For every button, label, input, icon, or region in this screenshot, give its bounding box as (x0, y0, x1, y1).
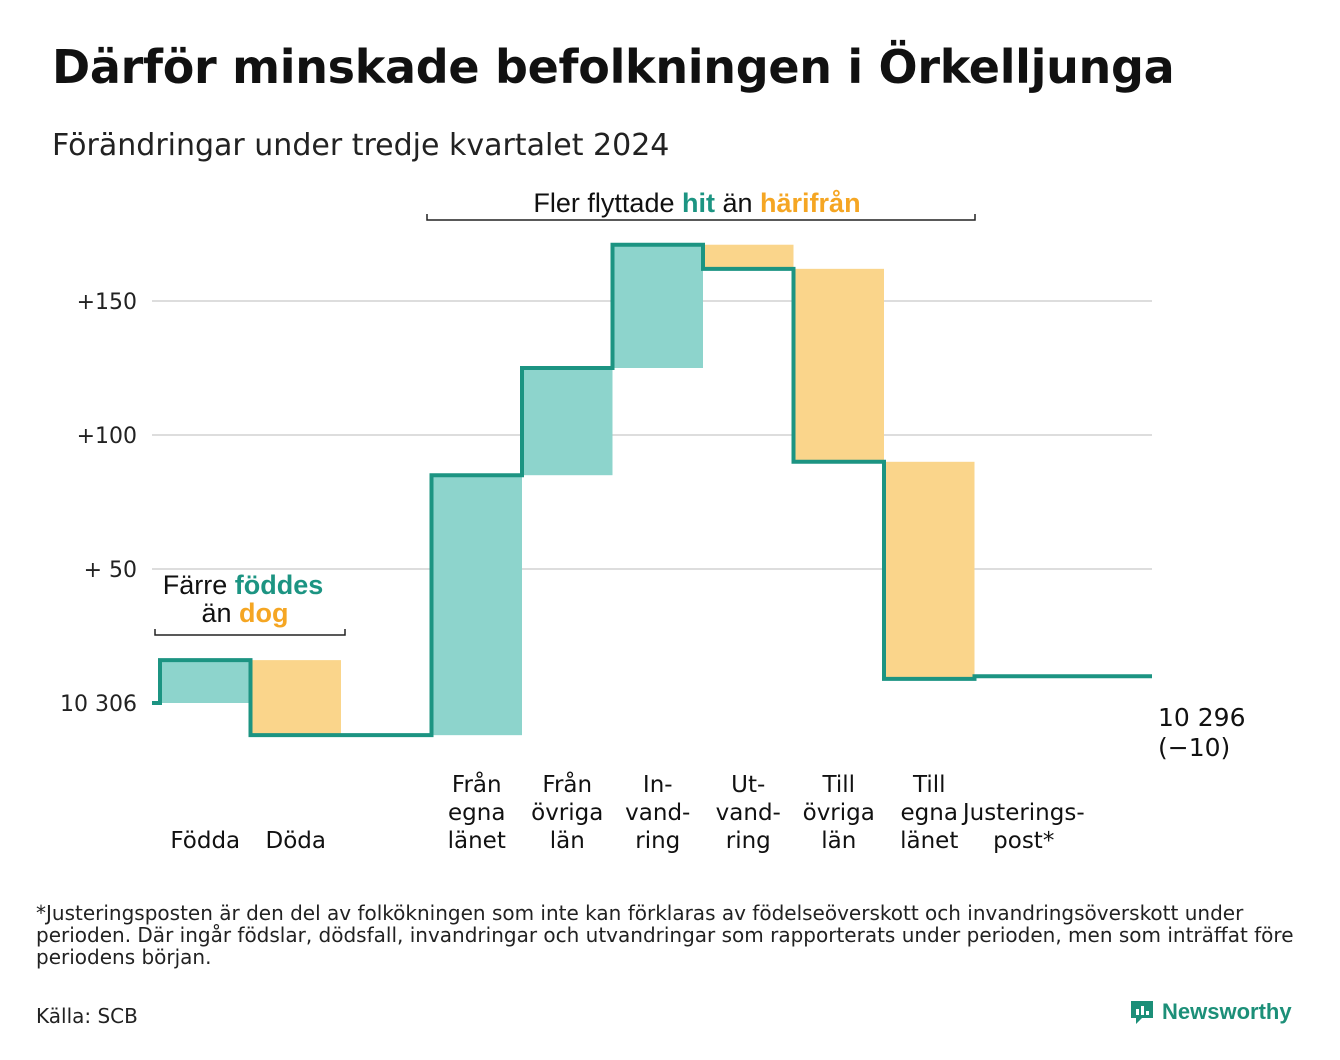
brand: Newsworthy (1128, 998, 1292, 1026)
y-tick-label: + 50 (84, 558, 137, 583)
x-category-label: post* (993, 828, 1054, 854)
annotation-span: härifrån (760, 188, 861, 218)
end-change-text: (−10) (1158, 733, 1230, 762)
annotation-bracket (154, 629, 346, 636)
x-category-label: egna (901, 800, 958, 826)
x-category-label: Födda (170, 828, 240, 854)
waterfall-chart: 10 306+ 50+100+150 Födda DödaFrånegnaläne… (60, 188, 1245, 854)
annotation-span: Fler flyttade (533, 188, 682, 218)
x-category-label: ring (726, 828, 771, 854)
x-category-labels: Födda DödaFrånegnalänetFrånövrigalänIn-va… (170, 770, 1084, 854)
end-value-text: 10 296 (1158, 703, 1245, 732)
bar-increase (522, 368, 613, 476)
source-label: Källa: SCB (36, 1004, 138, 1028)
x-category-label: län (821, 828, 856, 854)
x-category-label: övriga (531, 800, 603, 826)
annotation-span: Färre (163, 570, 235, 600)
x-category-label: Justerings- (961, 800, 1085, 826)
x-category-label: Till (912, 772, 946, 798)
y-tick-labels: 10 306 + 50 +100 +150 (60, 290, 137, 717)
page-title: Därför minskade befolkningen i Örkelljun… (52, 40, 1175, 94)
x-category-label: länet (448, 828, 506, 854)
bar-decrease (250, 660, 341, 736)
annotation-span: än (201, 598, 239, 628)
x-category-label: vand- (716, 800, 781, 826)
running-total-line (152, 242, 1152, 738)
annotation-span: hit (682, 188, 715, 218)
annotation-span: dog (239, 598, 288, 628)
bar-increase (431, 475, 522, 736)
x-category-label: In- (643, 772, 673, 798)
annotation-text: än dog (201, 598, 288, 628)
annotation-span: föddes (235, 570, 324, 600)
bars (160, 244, 975, 736)
bar-increase (612, 244, 703, 368)
bar-decrease (793, 268, 884, 462)
brand-name: Newsworthy (1162, 999, 1292, 1024)
y-tick-label: +150 (77, 290, 137, 315)
bar-decrease (884, 461, 975, 679)
y-tick-label: +100 (77, 424, 137, 449)
annotation-bracket (426, 214, 976, 221)
x-category-label: Från (452, 770, 502, 798)
running-total-line (152, 242, 1152, 738)
x-category-label: län (550, 828, 585, 854)
bar-increase (160, 660, 251, 703)
x-category-label: ring (635, 828, 680, 854)
annotation-text: Färre föddes (163, 570, 324, 600)
footnote: *Justeringsposten är den del av folkökni… (36, 901, 1294, 969)
x-category-label: Ut- (731, 772, 765, 798)
annotation-text: Fler flyttade hit än härifrån (533, 188, 860, 218)
page-subtitle: Förändringar under tredje kvartalet 2024 (52, 128, 670, 163)
x-category-label: Till (821, 772, 855, 798)
x-category-label: Döda (266, 828, 326, 854)
newsworthy-logo-icon (1131, 1001, 1153, 1024)
annotation-span: än (715, 188, 760, 218)
x-category-label: övriga (803, 800, 875, 826)
x-category-label: länet (900, 828, 958, 854)
y-tick-label: 10 306 (60, 692, 137, 717)
x-category-label: vand- (625, 800, 690, 826)
x-category-label: egna (448, 800, 505, 826)
x-category-label: Från (542, 770, 592, 798)
bar-decrease (703, 244, 794, 269)
end-value-label: 10 296(−10) (1158, 703, 1245, 762)
